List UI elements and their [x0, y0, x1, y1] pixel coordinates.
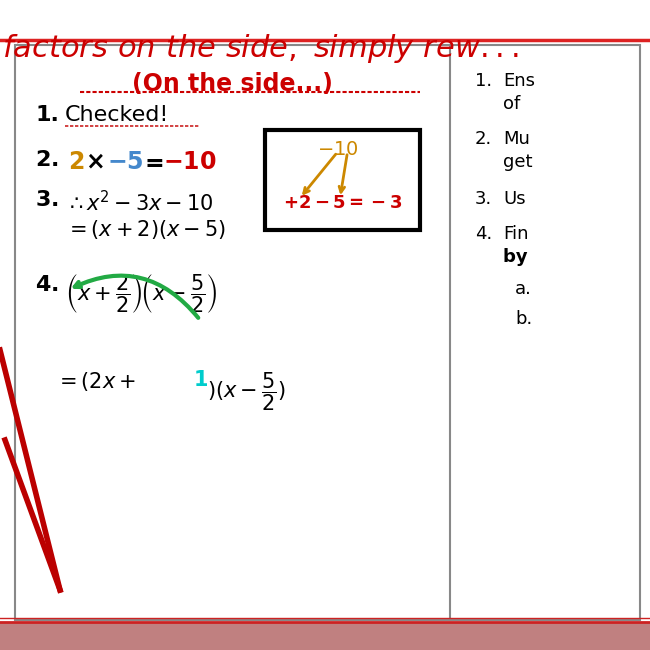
Text: 4.: 4. [475, 225, 492, 243]
Text: $)(x - \dfrac{5}{2})$: $)(x - \dfrac{5}{2})$ [207, 370, 285, 413]
Text: $\mathbf{+2 - 5 = -3}$: $\mathbf{+2 - 5 = -3}$ [283, 194, 402, 212]
Text: $\mathbf{3.}$: $\mathbf{3.}$ [35, 190, 58, 210]
Text: $\mathbf{1}$: $\mathbf{1}$ [193, 370, 208, 390]
Text: $\mathbf{-10}$: $\mathbf{-10}$ [163, 150, 216, 174]
Text: b.: b. [515, 310, 532, 328]
Bar [0, 622, 650, 650]
Text: Fin: Fin [503, 225, 528, 243]
Text: by: by [503, 248, 534, 266]
Text: $= (2x +\ $: $= (2x +\ $ [55, 370, 136, 393]
Bar [15, 45, 640, 620]
Text: $\mathbf{2.}$: $\mathbf{2.}$ [35, 150, 58, 170]
Text: $= (x + 2)(x - 5)$: $= (x + 2)(x - 5)$ [65, 218, 226, 241]
Text: Checked!: Checked! [65, 105, 170, 125]
Text: 1.: 1. [475, 72, 492, 90]
Text: $\mathbf{2}$: $\mathbf{2}$ [68, 150, 84, 174]
Text: get: get [503, 153, 532, 171]
Text: $\mathit{-10}$: $\mathit{-10}$ [317, 140, 358, 159]
Text: $\mathbf{\times}$: $\mathbf{\times}$ [85, 150, 104, 174]
Text: 3.: 3. [475, 190, 492, 208]
Text: Ens: Ens [503, 72, 535, 90]
Text: $\mathbf{-5}$: $\mathbf{-5}$ [107, 150, 144, 174]
Text: (On the side...): (On the side...) [132, 72, 333, 96]
Bar [265, 130, 420, 230]
Text: $\therefore x^2 - 3x - 10$: $\therefore x^2 - 3x - 10$ [65, 190, 214, 215]
Text: $\it{factors\ on\ the\ side,\ simply\ rew...}$: $\it{factors\ on\ the\ side,\ simply\ re… [2, 32, 519, 65]
Text: $\mathbf{4.}$: $\mathbf{4.}$ [35, 275, 58, 295]
Text: 2.: 2. [475, 130, 492, 148]
Text: $\left(x + \dfrac{2}{2}\right)\!\left(x - \dfrac{5}{2}\right)$: $\left(x + \dfrac{2}{2}\right)\!\left(x … [65, 272, 218, 315]
Text: Mu: Mu [503, 130, 530, 148]
Text: 1.: 1. [35, 105, 59, 125]
Text: Us: Us [503, 190, 526, 208]
Text: of: of [503, 95, 526, 113]
Text: a.: a. [515, 280, 532, 298]
Text: $\mathbf{=}$: $\mathbf{=}$ [140, 150, 164, 174]
